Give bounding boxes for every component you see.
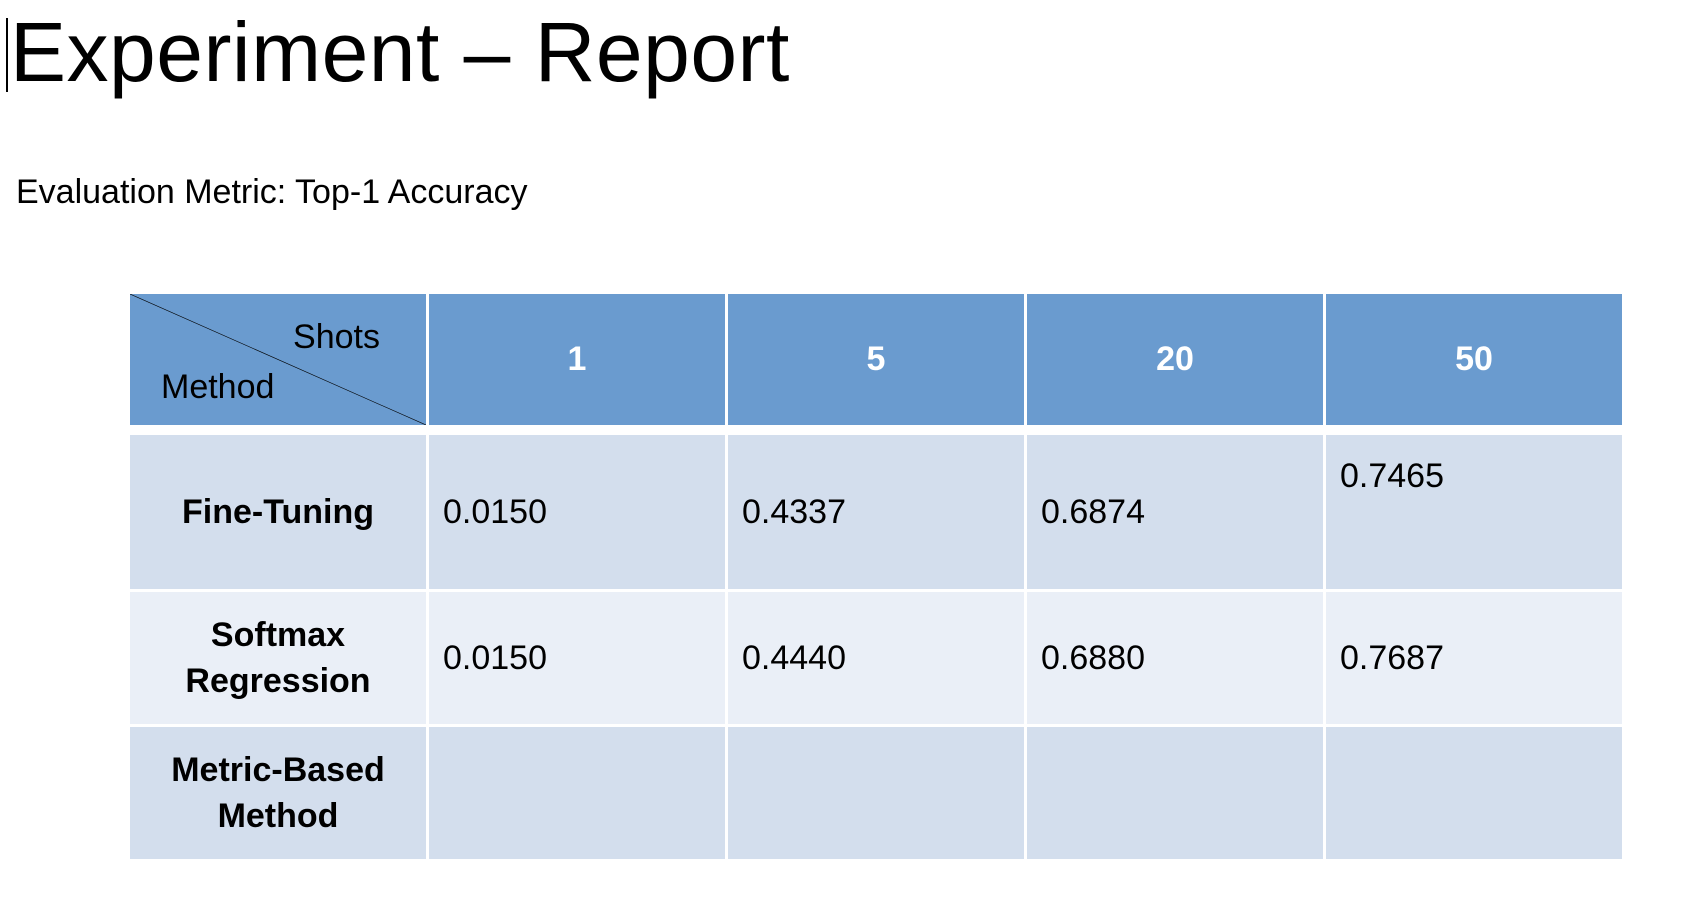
column-header-shots-50: 50 — [1326, 294, 1622, 425]
page-title: Experiment – Report — [10, 5, 790, 99]
table-row-metric-based-method: Metric-Based Method — [130, 727, 1622, 859]
value-cell: 0.7465 — [1326, 435, 1622, 589]
method-name-line: Regression — [185, 662, 371, 700]
value-cell: 0.6874 — [1027, 435, 1323, 589]
table-header-row: Shots Method 1 5 20 50 — [130, 294, 1622, 425]
value-cell — [429, 727, 725, 859]
shots-axis-label: Shots — [293, 318, 380, 356]
method-cell-fine-tuning: Fine-Tuning — [130, 435, 426, 589]
method-cell-metric-based-method: Metric-Based Method — [130, 727, 426, 859]
method-name-line: Metric-Based — [171, 751, 385, 789]
value-cell: 0.6880 — [1027, 592, 1323, 724]
diagonal-divider — [130, 294, 426, 425]
value-cell: 0.7687 — [1326, 592, 1622, 724]
value-cell — [1326, 727, 1622, 859]
evaluation-metric-label: Evaluation Metric: Top-1 Accuracy — [16, 173, 528, 211]
value-cell: 0.4440 — [728, 592, 1024, 724]
text-cursor — [6, 18, 8, 92]
method-name-line: Method — [217, 797, 339, 835]
value-cell: 0.4337 — [728, 435, 1024, 589]
corner-header-cell: Shots Method — [130, 294, 426, 425]
value-cell — [728, 727, 1024, 859]
table-row-softmax-regression: Softmax Regression 0.0150 0.4440 0.6880 … — [130, 592, 1622, 724]
column-header-shots-1: 1 — [429, 294, 725, 425]
method-name-line: Softmax — [210, 616, 346, 654]
value-cell — [1027, 727, 1323, 859]
value-cell: 0.0150 — [429, 435, 725, 589]
results-table: Shots Method 1 5 20 50 Fine-Tuning 0.015… — [127, 291, 1625, 862]
value-cell: 0.0150 — [429, 592, 725, 724]
table-row-fine-tuning: Fine-Tuning 0.0150 0.4337 0.6874 0.7465 — [130, 435, 1622, 589]
method-axis-label: Method — [161, 368, 275, 406]
method-cell-softmax-regression: Softmax Regression — [130, 592, 426, 724]
column-header-shots-5: 5 — [728, 294, 1024, 425]
column-header-shots-20: 20 — [1027, 294, 1323, 425]
method-name-line: Fine-Tuning — [182, 493, 374, 531]
